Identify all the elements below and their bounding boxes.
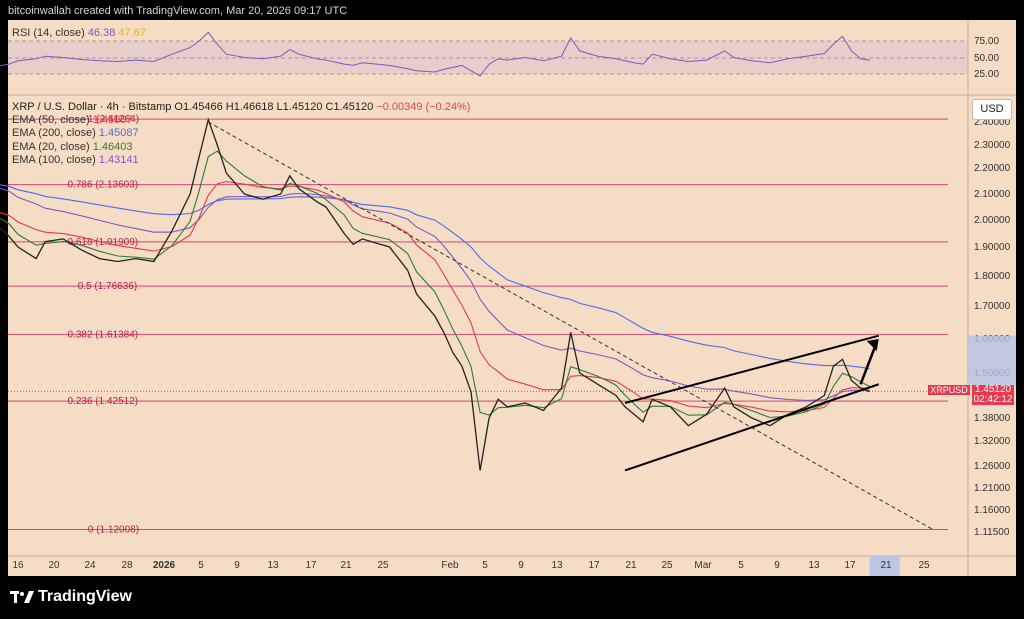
ema-label: EMA (200, close) — [12, 127, 96, 140]
price-axis-tick: 1.90000 — [974, 242, 1011, 253]
time-axis-tick: 20 — [48, 560, 60, 571]
channel-lower-line — [624, 383, 880, 472]
time-axis-tick: 2026 — [153, 560, 176, 571]
time-axis-tick: Mar — [694, 560, 712, 571]
price-axis-tick: 2.40000 — [974, 117, 1011, 128]
price-range-highlight — [968, 335, 1016, 387]
fib-level-label: 0.5 (1.76636) — [78, 281, 138, 292]
time-axis-tick: 13 — [808, 560, 820, 571]
fib-level-label: 0.382 (1.61384) — [68, 329, 139, 340]
price-axis-tick: 1.32000 — [974, 436, 1011, 447]
footer-brand: TradingView — [10, 588, 132, 606]
ema-label: EMA (50, close) — [12, 114, 90, 127]
time-axis-tick: 21 — [880, 560, 892, 571]
rsi-value: 46.38 — [87, 27, 116, 39]
time-axis-tick: 25 — [918, 560, 930, 571]
ema-value: 1.46403 — [92, 140, 133, 153]
price-axis-tick: 1.26000 — [974, 461, 1011, 472]
ema-50-line — [0, 180, 870, 413]
ema-value: 1.45087 — [98, 127, 139, 140]
time-axis-tick: 21 — [625, 560, 637, 571]
price-tag: XRPUSD 1.45120 02:42:12 — [928, 385, 1014, 405]
ema-100-line — [0, 187, 870, 401]
rsi-ma-value: 47.67 — [118, 27, 146, 39]
price-axis-tick: 1.21000 — [974, 483, 1011, 494]
change-value: −0.00349 (−0.24%) — [376, 101, 471, 113]
breakout-arrow-head — [866, 339, 879, 351]
time-axis-tick: 5 — [738, 560, 744, 571]
time-axis-tick: 24 — [84, 560, 96, 571]
price-axis-tick: 1.11500 — [974, 527, 1010, 538]
rsi-legend: RSI (14, close) 46.38 47.67 — [12, 27, 146, 39]
rsi-axis-label: 75.00 — [974, 36, 999, 47]
time-axis-tick: 5 — [482, 560, 488, 571]
breakout-arrow — [859, 344, 877, 385]
ema-value: 1.45007 — [92, 114, 133, 127]
footer-brand-text: TradingView — [38, 588, 132, 605]
time-axis-tick: 9 — [234, 560, 240, 571]
fib-level-label: 0.786 (2.13603) — [68, 180, 139, 191]
ema-label: EMA (100, close) — [12, 153, 96, 166]
ema-row-200[interactable]: EMA (200, close) 1.45087 — [12, 127, 470, 140]
price-axis-tick: 2.10000 — [974, 189, 1011, 200]
time-axis-tick: 13 — [551, 560, 563, 571]
time-axis-tick: 25 — [377, 560, 389, 571]
ema-label: EMA (20, close) — [12, 140, 90, 153]
chart-frame — [8, 20, 1016, 576]
time-axis-tick: 21 — [340, 560, 352, 571]
ema-row-50[interactable]: EMA (50, close) 1.45007 — [12, 114, 470, 127]
tradingview-logo-icon — [10, 589, 34, 605]
time-axis-tick: 13 — [267, 560, 279, 571]
rsi-band — [8, 41, 968, 74]
fib-level-label: 0.236 (1.42512) — [68, 396, 139, 407]
fib-level-label: 1 (2.41264) — [88, 114, 139, 125]
time-axis-tick: 5 — [198, 560, 204, 571]
ema-value: 1.43141 — [98, 153, 139, 166]
price-axis-tick: 2.00000 — [974, 215, 1011, 226]
header-credit: bitcoinwallah created with TradingView.c… — [8, 5, 348, 17]
symbol-row: XRP / U.S. Dollar · 4h · Bitstamp O1.454… — [12, 101, 470, 114]
time-axis-tick: 9 — [518, 560, 524, 571]
ema-row-100[interactable]: EMA (100, close) 1.43141 — [12, 154, 470, 167]
chart-legend: XRP / U.S. Dollar · 4h · Bitstamp O1.454… — [12, 101, 470, 167]
price-axis-tick: 2.30000 — [974, 140, 1011, 151]
price-axis-tick: 1.70000 — [974, 301, 1011, 312]
symbol-line[interactable]: XRP / U.S. Dollar · 4h · Bitstamp — [12, 101, 172, 113]
price-line — [0, 117, 870, 471]
ema-20-line — [0, 150, 870, 419]
price-tag-symbol: XRPUSD — [928, 385, 970, 395]
time-axis-tick: 16 — [12, 560, 24, 571]
time-range-highlight — [869, 556, 900, 576]
descending-trendline — [208, 121, 934, 530]
time-axis-tick: 17 — [305, 560, 317, 571]
price-tag-countdown: 02:42:12 — [972, 394, 1014, 405]
time-axis-tick: Feb — [441, 560, 459, 571]
time-axis-tick: 25 — [661, 560, 673, 571]
time-axis-tick: 17 — [588, 560, 600, 571]
price-tag-price: 1.45120 — [972, 385, 1014, 395]
ohlc-values: O1.45466 H1.46618 L1.45120 C1.45120 — [174, 101, 374, 113]
ema-200-line — [0, 184, 870, 370]
rsi-line — [0, 31, 870, 77]
time-axis-tick: 28 — [121, 560, 133, 571]
price-axis-tick: 1.38000 — [974, 413, 1011, 424]
channel-upper-line — [624, 334, 879, 404]
price-axis-tick: 2.20000 — [974, 163, 1011, 174]
rsi-axis-label: 25.00 — [974, 69, 999, 80]
price-axis-tick: 1.16000 — [974, 505, 1011, 516]
fib-level-label: 0 (1.12008) — [88, 525, 139, 536]
time-axis-tick: 9 — [774, 560, 780, 571]
time-axis-tick: 17 — [844, 560, 856, 571]
rsi-axis-label: 50.00 — [974, 53, 999, 64]
rsi-label: RSI (14, close) — [12, 27, 85, 39]
price-axis-tick: 1.80000 — [974, 271, 1011, 282]
ema-row-20[interactable]: EMA (20, close) 1.46403 — [12, 141, 470, 154]
currency-button[interactable]: USD — [972, 99, 1012, 120]
